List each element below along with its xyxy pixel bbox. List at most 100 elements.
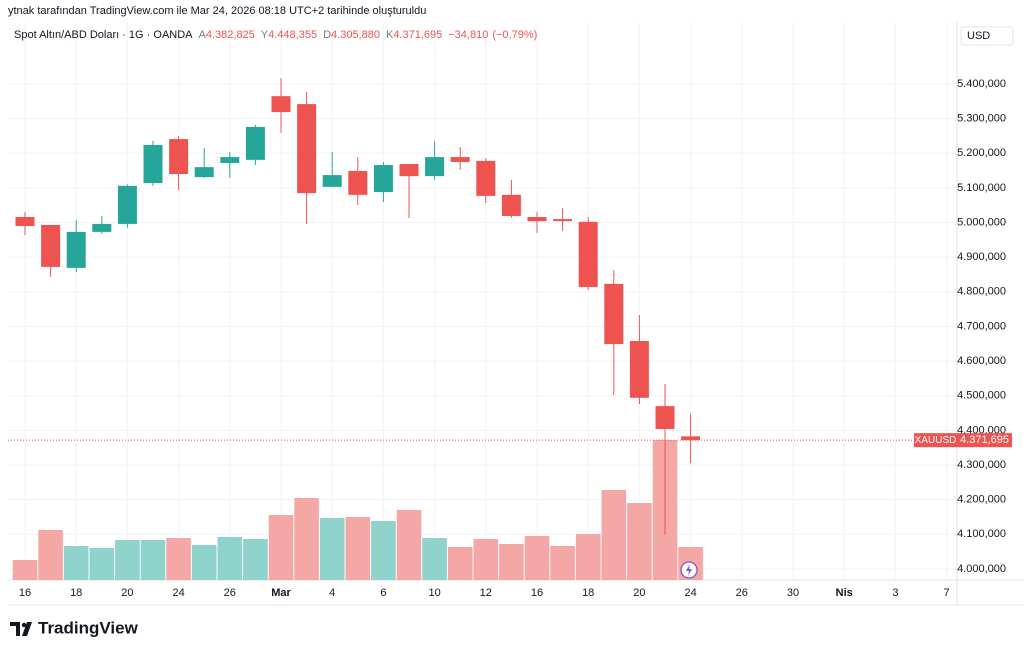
legend-key: D [323, 29, 332, 41]
candle-body [373, 165, 393, 193]
replay-icon[interactable] [680, 561, 698, 579]
legend-change-pct: (−0,79%) [492, 29, 538, 41]
x-tick-label: 10 [428, 587, 440, 599]
candle-body [92, 223, 112, 232]
x-tick-label: 20 [633, 587, 645, 599]
candle-body [501, 194, 521, 216]
x-tick-label: 12 [480, 587, 492, 599]
candle-body [629, 341, 649, 398]
candle-body [655, 406, 675, 429]
candle-body [322, 175, 342, 187]
x-tick-label: 4 [329, 587, 335, 599]
candle-body [604, 283, 624, 345]
volume-bar [524, 536, 550, 580]
volume-bar [473, 539, 499, 580]
x-tick-label: 16 [19, 587, 31, 599]
volume-bar [550, 546, 575, 580]
volume-bar [575, 534, 601, 580]
currency: USD [967, 30, 990, 42]
volume-bar [63, 546, 89, 580]
candle-body [450, 157, 470, 162]
volume-bar [115, 540, 140, 580]
legend-value: 4.382,825 [205, 29, 255, 41]
y-tick-label: 5.400,000 [957, 78, 1006, 90]
candle-body [681, 436, 701, 441]
candle-body [194, 167, 214, 178]
y-tick-label: 5.000,000 [957, 216, 1006, 228]
created-by: ytnak tarafından TradingView.com ile Mar… [8, 5, 427, 17]
volume-bar [294, 498, 319, 580]
x-tick-label: 3 [892, 587, 898, 599]
y-tick-label: 4.700,000 [957, 320, 1006, 332]
candle-body [169, 139, 189, 175]
volume-bar [601, 490, 627, 580]
volume-layer [12, 440, 703, 580]
candle-body [553, 219, 573, 222]
x-tick-label: 18 [70, 587, 82, 599]
candle-body [348, 170, 368, 195]
legend-value: 4.371,695 [393, 29, 443, 41]
volume-bar [89, 548, 115, 580]
candle-body [578, 221, 598, 287]
candle-body [66, 231, 86, 268]
candle-body [245, 126, 265, 160]
y-tick-label: 4.000,000 [957, 563, 1006, 575]
last-price-tag [957, 433, 1012, 448]
legend-key: A [198, 29, 206, 41]
x-tick-label: 7 [944, 587, 950, 599]
x-tick-label: 16 [531, 587, 543, 599]
x-tick-label: Nis [836, 587, 853, 599]
y-tick-label: 4.800,000 [957, 286, 1006, 298]
candle-layer [15, 78, 701, 535]
candle-body [425, 157, 445, 177]
x-tick-label: 30 [787, 587, 799, 599]
legend: Spot Altın/ABD Doları · 1G · OANDA A4.382… [14, 29, 537, 41]
y-tick-label: 4.900,000 [957, 251, 1006, 263]
volume-bar [12, 560, 38, 580]
x-tick-label: 20 [121, 587, 133, 599]
x-tick-label: 18 [582, 587, 594, 599]
y-tick-label: 4.300,000 [957, 459, 1006, 471]
x-tick-label: 26 [224, 587, 236, 599]
volume-bar [243, 539, 268, 580]
brand-logo [10, 622, 32, 636]
last-price-label: 4.371,695 [960, 434, 1009, 446]
x-tick-label: 24 [172, 587, 184, 599]
volume-bar [140, 540, 166, 580]
legend-value: 4.448,355 [268, 29, 318, 41]
y-tick-label: 4.100,000 [957, 528, 1006, 540]
candle-body [117, 185, 137, 224]
volume-bar [268, 515, 294, 580]
x-tick-label: Mar [271, 587, 291, 599]
symbol-title: Spot Altın/ABD Doları · 1G · OANDA [14, 29, 193, 41]
volume-bar [371, 521, 396, 580]
volume-bar [191, 545, 217, 580]
candle-body [41, 224, 61, 267]
candle-body [476, 160, 496, 196]
volume-bar [38, 530, 63, 580]
volume-bar [345, 517, 371, 580]
currency-box[interactable] [960, 26, 1014, 46]
candle-body [271, 96, 291, 113]
volume-bar [319, 518, 345, 580]
candle-body [15, 217, 35, 227]
candle-body [297, 104, 317, 194]
y-tick-label: 5.300,000 [957, 113, 1006, 125]
volume-bar [217, 537, 243, 580]
y-tick-label: 4.200,000 [957, 494, 1006, 506]
grid [8, 22, 957, 580]
x-tick-label: 26 [736, 587, 748, 599]
y-tick-label: 4.500,000 [957, 390, 1006, 402]
x-tick-label: 24 [684, 587, 696, 599]
volume-bar [396, 510, 422, 580]
legend-change: −34,810 [448, 29, 489, 41]
legend-key: K [385, 29, 394, 41]
volume-bar [627, 503, 652, 580]
volume-bar [166, 538, 191, 580]
volume-bar [447, 547, 473, 580]
symbol-tag-text: XAUUSD [915, 435, 957, 446]
y-tick-label: 4.600,000 [957, 355, 1006, 367]
candle-body [399, 164, 419, 177]
